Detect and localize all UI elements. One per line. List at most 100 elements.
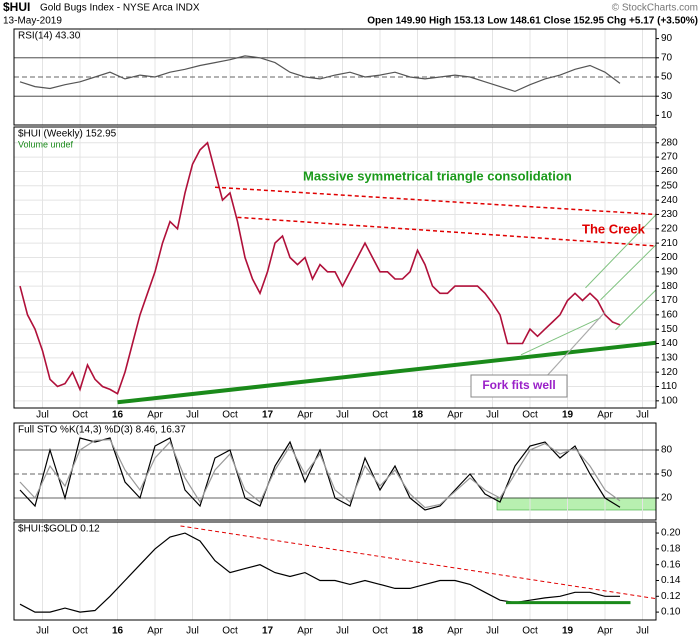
y-tick-label: 50 — [661, 72, 673, 83]
copyright: © StockCharts.com — [612, 3, 698, 14]
y-tick-label: 70 — [661, 52, 673, 63]
series-line — [19, 438, 621, 509]
x-tick-label: Jul — [186, 626, 199, 637]
x-tick-label: 18 — [412, 626, 424, 637]
y-tick-label: 150 — [661, 324, 678, 335]
y-tick-label: 30 — [661, 91, 673, 102]
y-tick-label: 140 — [661, 338, 678, 349]
x-tick-label: 19 — [562, 410, 574, 421]
x-tick-label: Jul — [636, 626, 649, 637]
y-tick-label: 0.18 — [661, 544, 681, 555]
trendline — [615, 289, 656, 331]
x-tick-label: Oct — [222, 410, 238, 421]
panel-frame — [13, 422, 657, 521]
x-tick-label: 19 — [562, 626, 574, 637]
panel-title: $HUI:$GOLD 0.12 — [18, 524, 100, 535]
y-tick-label: 0.14 — [661, 575, 681, 586]
x-tick-label: Apr — [447, 626, 463, 637]
y-tick-label: 250 — [661, 180, 678, 191]
x-tick-label: Jul — [36, 410, 49, 421]
y-tick-label: 260 — [661, 166, 678, 177]
x-tick-label: Jul — [36, 626, 49, 637]
series-line — [19, 141, 621, 395]
y-tick-label: 190 — [661, 266, 678, 277]
x-tick-label: Apr — [147, 410, 163, 421]
panel-frame — [13, 521, 657, 621]
y-tick-label: 130 — [661, 352, 678, 363]
y-tick-label: 110 — [661, 381, 677, 392]
y-tick-label: 50 — [661, 469, 673, 480]
x-tick-label: Apr — [597, 410, 613, 421]
trendline — [180, 525, 656, 600]
x-tick-label: Oct — [72, 626, 88, 637]
x-tick-label: Jul — [486, 626, 499, 637]
x-tick-label: Apr — [297, 410, 313, 421]
y-tick-label: 0.12 — [661, 591, 681, 602]
trendline — [520, 317, 601, 356]
series-line — [19, 55, 621, 93]
y-tick-label: 280 — [661, 137, 678, 148]
x-tick-label: Apr — [597, 626, 613, 637]
y-tick-label: 90 — [661, 33, 673, 44]
panel-frame — [13, 126, 657, 409]
panel-subtitle: Volume undef — [18, 139, 74, 149]
y-tick-label: 230 — [661, 209, 678, 220]
x-tick-label: Jul — [486, 410, 499, 421]
x-tick-label: Jul — [186, 410, 199, 421]
y-tick-label: 100 — [661, 395, 678, 406]
trendline — [600, 244, 656, 301]
y-tick-label: 200 — [661, 252, 678, 263]
panel-frame — [13, 28, 657, 126]
x-tick-label: Oct — [522, 626, 538, 637]
x-tick-label: Oct — [222, 626, 238, 637]
x-tick-label: Oct — [372, 410, 388, 421]
annotation: Fork fits well — [482, 378, 555, 392]
x-tick-label: Jul — [636, 410, 649, 421]
x-tick-label: 16 — [112, 626, 124, 637]
y-tick-label: 270 — [661, 152, 678, 163]
x-tick-label: 17 — [262, 626, 274, 637]
annotation-box — [470, 374, 568, 398]
y-tick-label: 160 — [661, 309, 678, 320]
annotation: Massive symmetrical triangle consolidati… — [303, 168, 572, 183]
y-tick-label: 180 — [661, 281, 678, 292]
series-line — [19, 437, 621, 511]
trendline — [585, 214, 656, 289]
y-tick-label: 10 — [661, 110, 673, 121]
y-tick-label: 220 — [661, 223, 678, 234]
x-tick-label: Oct — [522, 410, 538, 421]
x-tick-label: Jul — [336, 410, 349, 421]
panel — [19, 522, 656, 620]
y-tick-label: 20 — [661, 493, 673, 504]
panel — [14, 423, 656, 520]
x-tick-label: 17 — [262, 410, 274, 421]
y-tick-label: 240 — [661, 195, 678, 206]
panel-title: Full STO %K(14,3) %D(3) 8.46, 16.37 — [18, 425, 186, 436]
annotation: The Creek — [582, 221, 646, 236]
y-tick-label: 80 — [661, 445, 673, 456]
pointer — [544, 311, 606, 379]
symbol: $HUI — [3, 0, 30, 14]
index-name: Gold Bugs Index - NYSE Arca INDX — [40, 3, 200, 14]
x-tick-label: 18 — [412, 410, 424, 421]
trendline — [214, 186, 656, 216]
y-tick-label: 0.16 — [661, 559, 681, 570]
y-tick-label: 170 — [661, 295, 678, 306]
y-tick-label: 0.20 — [661, 528, 681, 539]
quote: Open 149.90 High 153.13 Low 148.61 Close… — [367, 16, 698, 27]
y-tick-label: 0.10 — [661, 607, 681, 618]
x-tick-label: Apr — [447, 410, 463, 421]
x-tick-label: Apr — [147, 626, 163, 637]
panel — [14, 29, 656, 125]
highlight — [496, 497, 656, 511]
x-tick-label: Apr — [297, 626, 313, 637]
x-tick-label: Oct — [372, 626, 388, 637]
trendline — [117, 340, 656, 405]
x-tick-label: 16 — [112, 410, 124, 421]
x-tick-label: Jul — [336, 626, 349, 637]
panel-title: RSI(14) 43.30 — [18, 31, 81, 42]
x-tick-label: Oct — [72, 410, 88, 421]
y-tick-label: 120 — [661, 367, 678, 378]
